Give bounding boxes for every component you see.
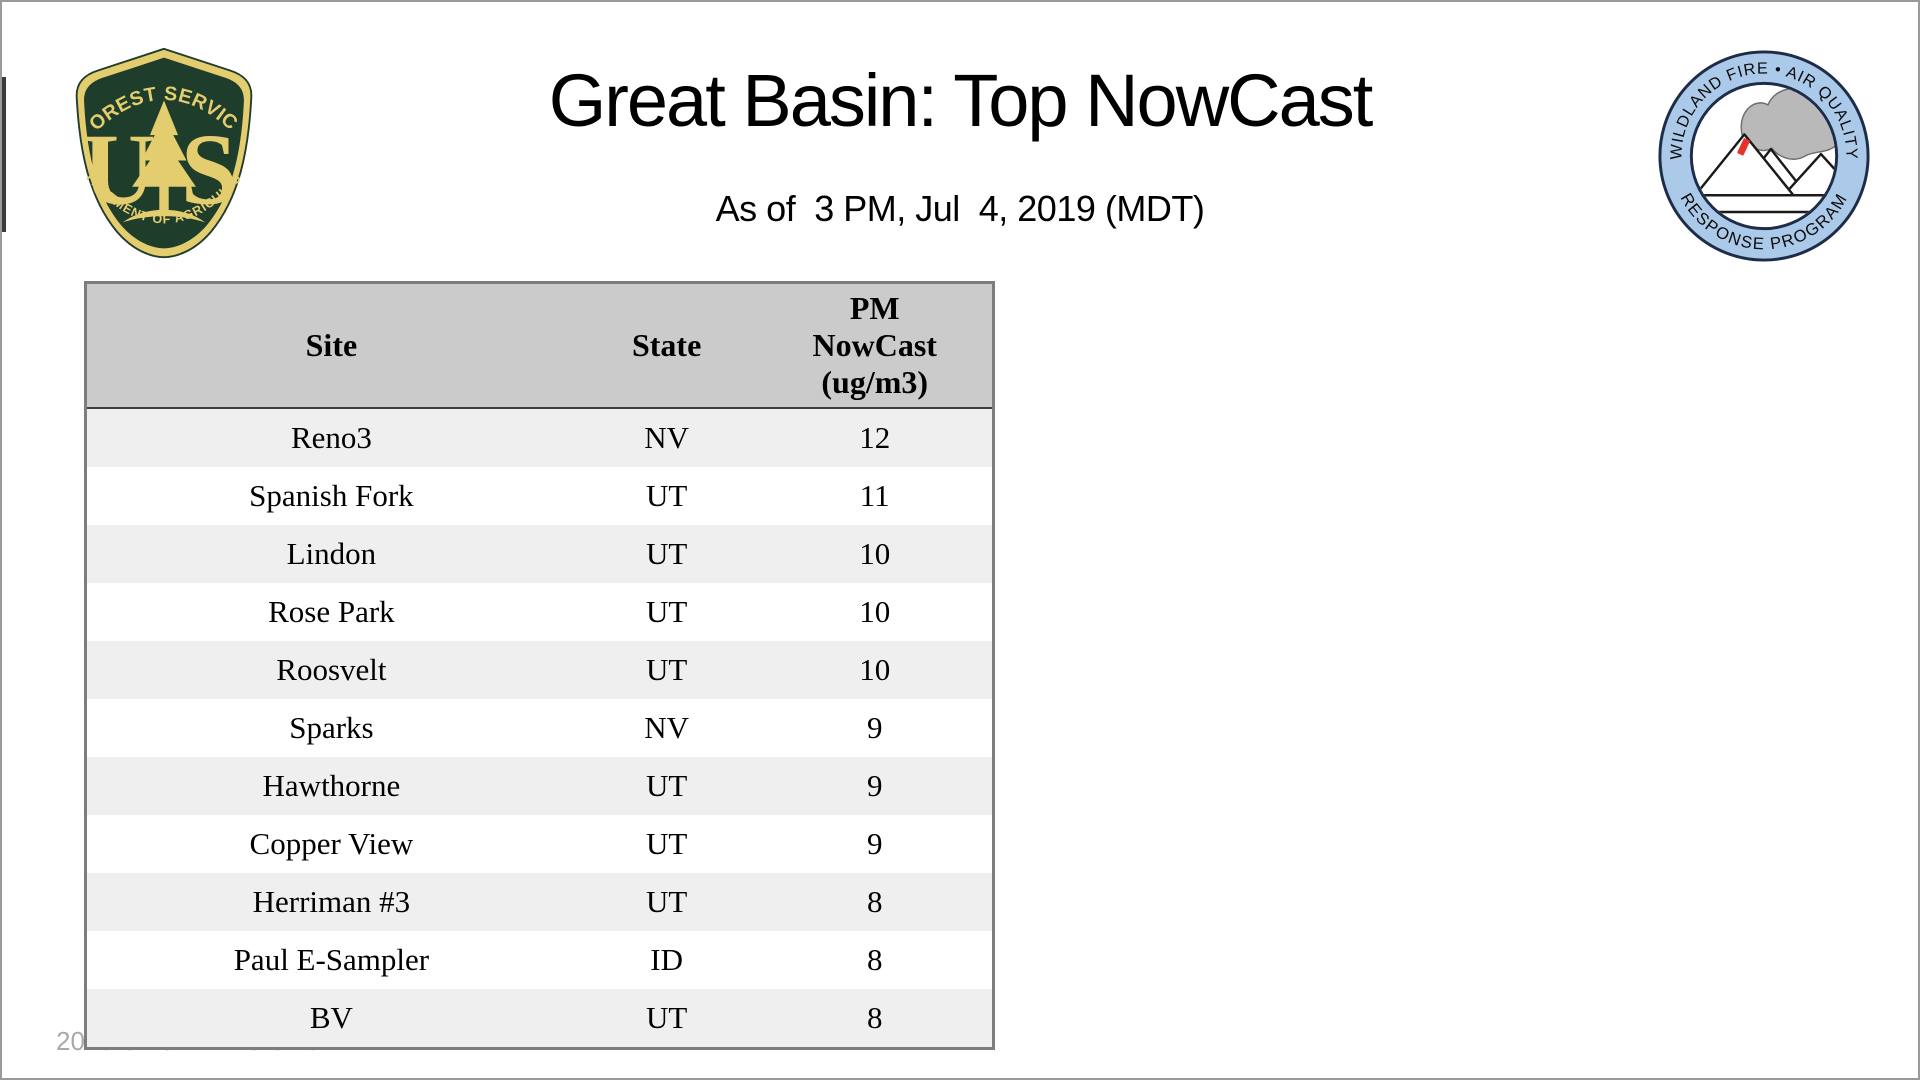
- table-row: BV UT 8: [85, 989, 994, 1049]
- aqrp-flame-icon: [1737, 138, 1750, 156]
- value-cell: 10: [859, 594, 891, 629]
- site-cell: Roosvelt: [276, 652, 387, 687]
- pm-header-line3: (ug/m3): [821, 364, 929, 400]
- table-row: Herriman #3 UT 8: [85, 873, 994, 931]
- table-row: Lindon UT 10: [85, 525, 994, 583]
- state-cell: UT: [645, 884, 688, 919]
- value-cell: 9: [866, 710, 883, 745]
- site-cell: Copper View: [249, 826, 414, 861]
- table-row: Hawthorne UT 9: [85, 757, 994, 815]
- pm-header-line2: NowCast: [812, 327, 937, 363]
- site-cell: Spanish Fork: [249, 478, 414, 513]
- site-cell: Reno3: [290, 420, 372, 455]
- table-row: Rose Park UT 10: [85, 583, 994, 641]
- table-row: Sparks NV 9: [85, 699, 994, 757]
- state-cell: UT: [645, 536, 688, 571]
- value-cell: 10: [859, 536, 891, 571]
- usfs-logo-icon: FOREST SERVICE U S DEPARTMENT OF AGRICUL…: [70, 46, 253, 259]
- page-subtitle: As of 3 PM, Jul 4, 2019 (MDT): [715, 188, 1205, 229]
- site-cell: BV: [309, 1000, 353, 1035]
- column-header-site: Site: [85, 282, 576, 409]
- usfs-tree-icon: [122, 100, 206, 223]
- site-cell: Sparks: [289, 710, 374, 745]
- nowcast-table-container: Site State PM NowCast (ug/m3) Reno3 NV 1…: [84, 281, 995, 1050]
- table-row: Roosvelt UT 10: [85, 641, 994, 699]
- table-header-row: Site State PM NowCast (ug/m3): [85, 282, 994, 409]
- value-cell: 8: [866, 1000, 883, 1035]
- state-cell: UT: [645, 478, 688, 513]
- site-cell: Paul E-Sampler: [233, 942, 430, 977]
- state-cell: UT: [645, 826, 688, 861]
- state-cell: ID: [650, 942, 683, 977]
- state-cell: NV: [644, 710, 689, 745]
- value-cell: 11: [859, 478, 890, 513]
- usfs-letter-u: U: [82, 114, 155, 226]
- table-row: Reno3 NV 12: [85, 408, 994, 467]
- pm-header-line1: PM: [849, 290, 900, 326]
- state-cell: UT: [645, 652, 688, 687]
- state-cell: NV: [644, 420, 689, 455]
- table-row: Copper View UT 9: [85, 815, 994, 873]
- state-cell: UT: [645, 594, 688, 629]
- column-header-pm-nowcast: PM NowCast (ug/m3): [757, 282, 994, 409]
- site-cell: Rose Park: [268, 594, 395, 629]
- table-row: Spanish Fork UT 11: [85, 467, 994, 525]
- column-header-state: State: [575, 282, 758, 409]
- site-cell: Herriman #3: [252, 884, 411, 919]
- nowcast-table: Site State PM NowCast (ug/m3) Reno3 NV 1…: [84, 281, 995, 1050]
- page-title: Great Basin: Top NowCast: [548, 59, 1374, 142]
- state-cell: UT: [645, 1000, 688, 1035]
- site-cell: Lindon: [286, 536, 377, 571]
- value-cell: 8: [866, 942, 883, 977]
- state-cell: UT: [645, 768, 688, 803]
- value-cell: 9: [866, 826, 883, 861]
- left-edge-artifact: [2, 77, 6, 232]
- site-cell: Hawthorne: [262, 768, 401, 803]
- aqrp-logo-icon: WILDLAND FIRE • AIR QUALITY RESPONSE PRO…: [1658, 50, 1870, 262]
- usfs-letter-s: S: [181, 114, 237, 226]
- value-cell: 8: [866, 884, 883, 919]
- value-cell: 9: [866, 768, 883, 803]
- value-cell: 12: [859, 420, 891, 455]
- value-cell: 10: [859, 652, 891, 687]
- table-row: Paul E-Sampler ID 8: [85, 931, 994, 989]
